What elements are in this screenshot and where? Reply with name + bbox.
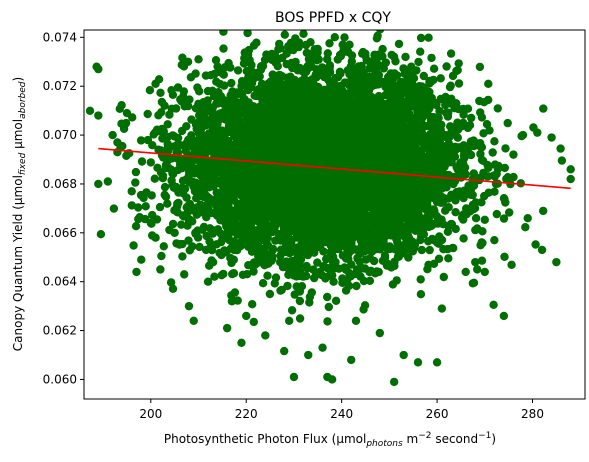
scatter-point-54 bbox=[537, 245, 547, 255]
y-axis: 0.060 0.062 0.064 0.066 0.068 0.070 0.072 0.074 bbox=[43, 30, 84, 386]
y-tick-label: 0.066 bbox=[43, 226, 77, 240]
x-axis: 200 220 240 260 280 bbox=[139, 399, 544, 421]
scatter-point-9 bbox=[137, 255, 146, 264]
scatter-point-52 bbox=[523, 213, 532, 223]
scatter-point-4 bbox=[108, 130, 117, 140]
scatter-point-30 bbox=[304, 350, 313, 360]
scatter-point-17 bbox=[189, 316, 198, 326]
scatter-point-13 bbox=[156, 265, 165, 274]
scatter-point-38 bbox=[389, 377, 399, 387]
scatter-point-50 bbox=[509, 150, 518, 159]
scatter-point-53 bbox=[533, 128, 542, 137]
y-tick-label: 0.060 bbox=[43, 372, 77, 386]
scatter-point-16 bbox=[184, 301, 194, 311]
scatter-point-18 bbox=[194, 55, 203, 64]
scatter-point-55 bbox=[547, 133, 556, 142]
scatter-point-5 bbox=[113, 138, 122, 147]
scatter-point-34 bbox=[347, 355, 356, 365]
scatter-point-45 bbox=[461, 267, 470, 277]
scatter-point-26 bbox=[270, 50, 280, 59]
scatter-point-15 bbox=[180, 270, 189, 279]
scatter-point-6 bbox=[122, 108, 132, 118]
scatter-point-48 bbox=[490, 235, 499, 245]
y-tick-label: 0.070 bbox=[43, 128, 77, 142]
y-axis-title: Canopy Quantum Yield (µmolfixed µmolabor… bbox=[11, 77, 28, 351]
scatter-point-21 bbox=[222, 323, 232, 333]
scatter-point-1 bbox=[94, 111, 103, 120]
scatter-point-31 bbox=[318, 343, 327, 352]
trend-line bbox=[98, 147, 571, 190]
scatter-point-7 bbox=[127, 187, 136, 196]
scatter-point-23 bbox=[237, 338, 246, 347]
y-tick-label: 0.072 bbox=[43, 79, 77, 93]
y-tick-label: 0.068 bbox=[43, 177, 77, 191]
scatter-point-2 bbox=[94, 179, 103, 189]
scatter-point-47 bbox=[480, 267, 489, 277]
scatter-point-12 bbox=[151, 79, 160, 88]
x-tick-label: 280 bbox=[521, 407, 544, 421]
y-tick-label: 0.062 bbox=[43, 324, 77, 338]
x-axis-title: Photosynthetic Photon Flux (µmolphotons … bbox=[164, 431, 496, 449]
scatter-point-44 bbox=[451, 99, 461, 108]
x-tick-label: 200 bbox=[139, 407, 162, 421]
scatter-point-43 bbox=[437, 304, 447, 313]
scatter-cluster bbox=[85, 30, 567, 356]
scatter-point-24 bbox=[242, 311, 251, 321]
scatter-point-3 bbox=[103, 177, 113, 186]
scatter-point-33 bbox=[327, 375, 337, 384]
scatter-point-46 bbox=[471, 257, 480, 267]
scatter-point-51 bbox=[518, 130, 528, 140]
scatter-point-11 bbox=[151, 233, 160, 242]
scatter-point-37 bbox=[375, 328, 385, 338]
scatter-point-58 bbox=[566, 174, 575, 184]
scatter-point-41 bbox=[413, 358, 423, 367]
x-tick-label: 240 bbox=[330, 407, 353, 421]
scatter-point-8 bbox=[132, 267, 141, 277]
scatter-point-35 bbox=[351, 316, 361, 326]
scatter-point-28 bbox=[289, 372, 299, 382]
scatter-points bbox=[85, 30, 575, 387]
scatter-point-19 bbox=[203, 277, 213, 286]
scatter-point-20 bbox=[213, 62, 222, 71]
scatter-point-29 bbox=[294, 42, 303, 52]
scatter-point-22 bbox=[227, 297, 237, 306]
scatter-point-56 bbox=[552, 257, 561, 267]
plot-frame bbox=[83, 29, 586, 400]
scatter-point-0 bbox=[94, 64, 103, 74]
y-tick-label: 0.064 bbox=[43, 275, 77, 289]
scatter-point-40 bbox=[399, 350, 408, 360]
scatter-point-25 bbox=[261, 331, 270, 340]
trend-line-group bbox=[98, 147, 571, 190]
scatter-point-57 bbox=[566, 165, 575, 174]
scatter-point-49 bbox=[499, 311, 509, 321]
scatter-point-10 bbox=[146, 218, 155, 228]
x-tick-label: 260 bbox=[426, 407, 449, 421]
x-tick-label: 220 bbox=[235, 407, 258, 421]
scatter-point-14 bbox=[170, 228, 179, 238]
y-tick-label: 0.074 bbox=[43, 30, 77, 44]
chart-title: BOS PPFD x CQY bbox=[275, 10, 391, 26]
scatter-point-42 bbox=[432, 358, 442, 367]
scatter-point-39 bbox=[389, 52, 399, 62]
scatter-point-27 bbox=[284, 316, 294, 326]
scatter-point-36 bbox=[366, 77, 375, 86]
